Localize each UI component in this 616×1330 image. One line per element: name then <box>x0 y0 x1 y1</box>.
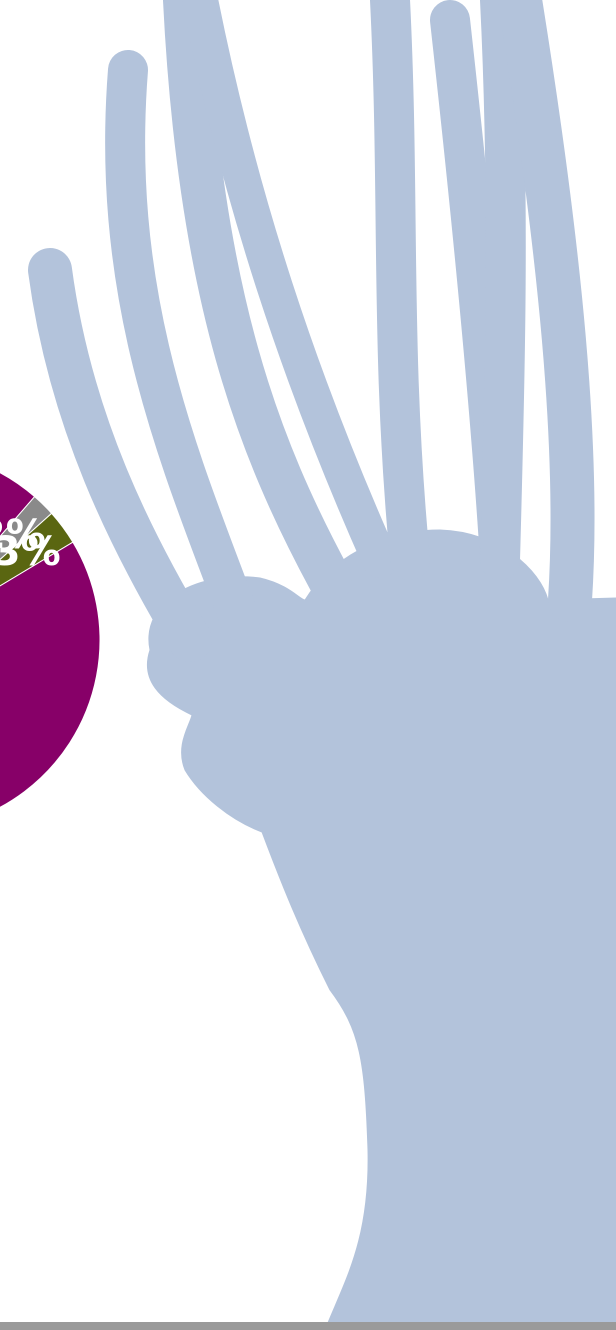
hand-silhouette <box>28 0 616 1330</box>
bottom-shadow <box>0 1322 616 1330</box>
pie: 25%2%3%70% <box>0 472 101 808</box>
pie-slice <box>0 541 101 808</box>
slice-label: 2% <box>0 512 46 558</box>
pie-slice <box>0 472 36 538</box>
slice-label: 3% <box>0 529 61 575</box>
